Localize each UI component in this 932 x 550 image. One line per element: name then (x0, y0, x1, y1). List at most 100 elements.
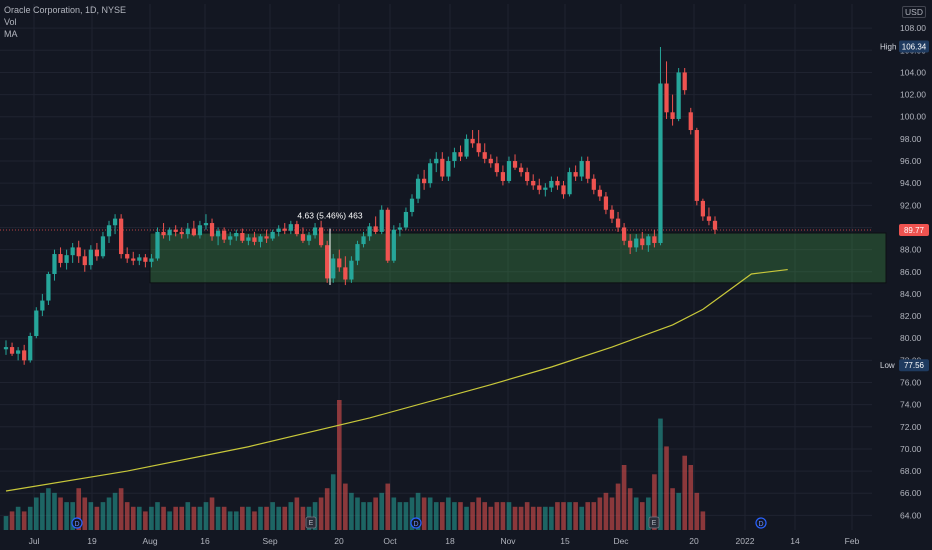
candle-body (494, 163, 499, 173)
x-tick-label: Nov (500, 536, 516, 546)
volume-bar (88, 502, 94, 530)
volume-bar (494, 502, 500, 530)
volume-bar (700, 511, 706, 530)
volume-bar (561, 502, 566, 530)
candle-body (40, 300, 45, 311)
chart-legend: Oracle Corporation, 1D, NYSE Vol MA (4, 4, 126, 40)
dividend-marker (755, 517, 767, 529)
volume-bar (82, 497, 88, 530)
volume-bar (573, 502, 578, 530)
candle-body (567, 172, 572, 195)
candle-body (203, 223, 209, 226)
moving-average-line (5, 268, 788, 492)
candle-body (500, 172, 506, 181)
volume-bar (343, 483, 348, 530)
volume-bar (276, 506, 281, 530)
volume-bar (173, 506, 178, 530)
x-tick-label: Oct (383, 536, 397, 546)
volume-bar (385, 483, 391, 530)
volume-bar (185, 502, 191, 530)
volume-indicator-label[interactable]: Vol (4, 17, 17, 27)
volume-bar (288, 502, 294, 530)
volume-bar (421, 497, 427, 530)
earnings-marker-label: E (309, 520, 314, 527)
candle-body (119, 218, 124, 255)
volume-bar (197, 506, 203, 530)
volume-bar (415, 492, 421, 530)
candle-body (403, 211, 409, 228)
candle-body (306, 235, 312, 241)
candle-body (252, 237, 257, 242)
candle-body (246, 237, 251, 241)
y-tick-label: 82.00 (900, 311, 922, 321)
measure-label: 4.63 (5.46%) 463 (297, 211, 362, 221)
earnings-marker (648, 516, 660, 529)
candle-body (531, 180, 536, 186)
volume-bar (282, 506, 288, 530)
volume-bar (621, 465, 627, 530)
candle-body (270, 231, 275, 239)
x-tick-label: Dec (613, 536, 629, 546)
dividend-marker-label: D (413, 521, 418, 528)
high-badge (899, 40, 929, 53)
x-tick-label: 14 (790, 536, 800, 546)
volume-bar (215, 506, 221, 530)
x-tick-label: 19 (87, 536, 97, 546)
candle-body (215, 230, 221, 237)
volume-bar (137, 506, 142, 530)
candle-body (137, 257, 142, 261)
volume-bar (221, 506, 227, 530)
volume-bar (264, 506, 269, 530)
volume-bar (664, 446, 669, 530)
volume-bar (688, 465, 694, 530)
candle-body (349, 260, 354, 280)
candle-body (34, 310, 39, 336)
volume-bar (294, 497, 300, 530)
candle-body (131, 258, 136, 261)
volume-bar (27, 506, 33, 530)
candle-body (397, 227, 403, 230)
candle-body (58, 254, 63, 263)
volume-bar (58, 497, 63, 530)
candle-body (706, 216, 712, 221)
candle-body (621, 227, 627, 241)
last-price-value: 89.77 (904, 226, 925, 235)
symbol-title[interactable]: Oracle Corporation, 1D, NYSE (4, 5, 127, 15)
volume-bar (476, 497, 481, 530)
y-tick-label: 88.00 (900, 245, 922, 255)
volume-bar (355, 497, 360, 530)
candle-body (258, 236, 263, 242)
candle-body (331, 258, 336, 279)
volume-bar (21, 511, 27, 530)
volume-bar (373, 497, 378, 530)
y-tick-label: 80.00 (900, 333, 922, 343)
y-tick-label: 98.00 (900, 134, 922, 144)
candle-body (191, 228, 196, 236)
volume-bar (524, 502, 530, 530)
volume-bar (191, 506, 197, 530)
candle-body (3, 347, 9, 350)
volume-bar (124, 502, 130, 530)
volume-bar (318, 497, 324, 530)
candle-body (161, 231, 166, 236)
currency-label[interactable]: USD (902, 6, 926, 18)
volume-bar (379, 492, 385, 530)
candle-body (240, 233, 245, 241)
volume-bar (15, 506, 21, 530)
candle-body (282, 228, 287, 231)
volume-bar (40, 492, 45, 530)
moving-average-label[interactable]: MA (4, 29, 18, 39)
volume-bar (464, 506, 469, 530)
candle-body (682, 72, 687, 91)
x-tick-label: 16 (200, 536, 210, 546)
volume-bar (46, 488, 51, 530)
dividend-marker-label: D (74, 521, 79, 528)
candle-body (440, 158, 445, 177)
last-price-badge (899, 224, 929, 237)
volume-bar (233, 511, 239, 530)
candle-body (288, 224, 293, 231)
candle-body (409, 198, 415, 212)
volume-bar (543, 506, 548, 530)
volume-bar (203, 502, 209, 530)
